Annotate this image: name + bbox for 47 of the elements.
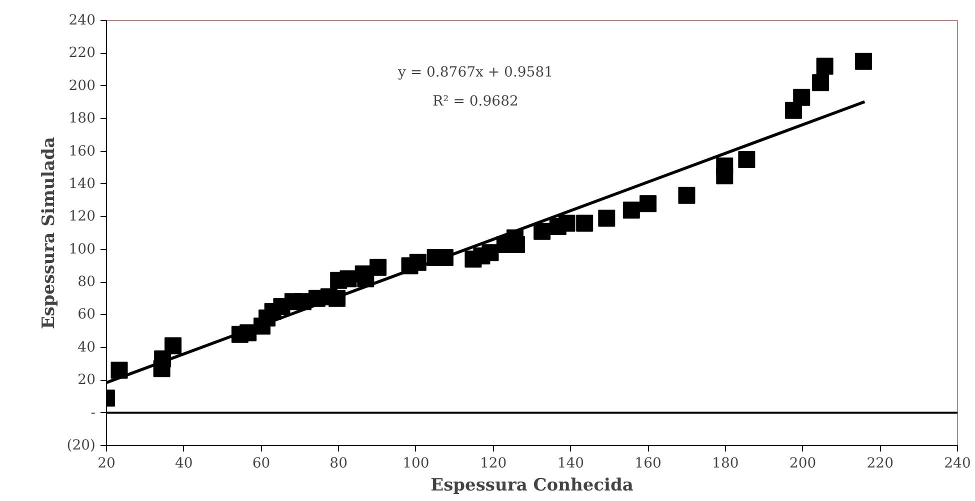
point — [855, 52, 872, 70]
x-tick-label: 60 — [252, 456, 270, 472]
point — [622, 202, 640, 219]
point — [816, 58, 834, 75]
annotation: R² = 0.9682 — [432, 94, 518, 110]
x-tick-label: 180 — [712, 456, 739, 472]
y-tick-label: (20) — [66, 438, 96, 454]
x-tick-label: 120 — [480, 456, 507, 472]
y-tick-label: 100 — [68, 241, 96, 258]
y-axis-title: Espessura Simulada — [38, 136, 59, 330]
y-tick-label: 180 — [68, 110, 96, 127]
point — [340, 270, 357, 288]
x-tick-label: 240 — [944, 456, 971, 472]
x-axis-title: Espessura Conhecida — [430, 476, 634, 496]
point — [738, 150, 756, 168]
y-tick-label: 40 — [78, 339, 96, 356]
x-tick-label: 140 — [557, 456, 584, 472]
point — [534, 222, 551, 240]
x-tick-label: 20 — [98, 456, 116, 472]
x-tick-label: 80 — [330, 456, 348, 472]
point — [678, 186, 696, 204]
point — [598, 210, 616, 227]
x-tick-label: 40 — [174, 456, 193, 472]
y-tick-label: - — [90, 404, 96, 421]
y-tick-label: 80 — [78, 274, 96, 290]
y-tick-label: 60 — [78, 306, 96, 323]
point — [640, 195, 657, 212]
point — [576, 214, 594, 232]
y-tick-label: 160 — [68, 143, 96, 160]
point — [370, 258, 387, 276]
y-tick-label: 200 — [68, 78, 96, 94]
point — [164, 337, 182, 354]
x-tick-label: 160 — [634, 456, 662, 472]
point — [558, 214, 576, 232]
y-tick-label: 120 — [68, 208, 96, 225]
x-tick-label: 100 — [402, 456, 430, 472]
y-tick-label: 20 — [78, 372, 96, 388]
x-tick-label: 200 — [789, 456, 816, 472]
point — [716, 157, 734, 174]
point — [793, 88, 810, 106]
x-tick-label: 220 — [866, 456, 894, 472]
y-tick-label: 220 — [68, 45, 96, 62]
point — [482, 244, 499, 262]
y-tick-label: 140 — [68, 176, 96, 192]
y-tick-label: 240 — [68, 12, 96, 28]
point — [812, 74, 830, 92]
annotation: y = 0.8767x + 0.9581 — [396, 64, 554, 80]
